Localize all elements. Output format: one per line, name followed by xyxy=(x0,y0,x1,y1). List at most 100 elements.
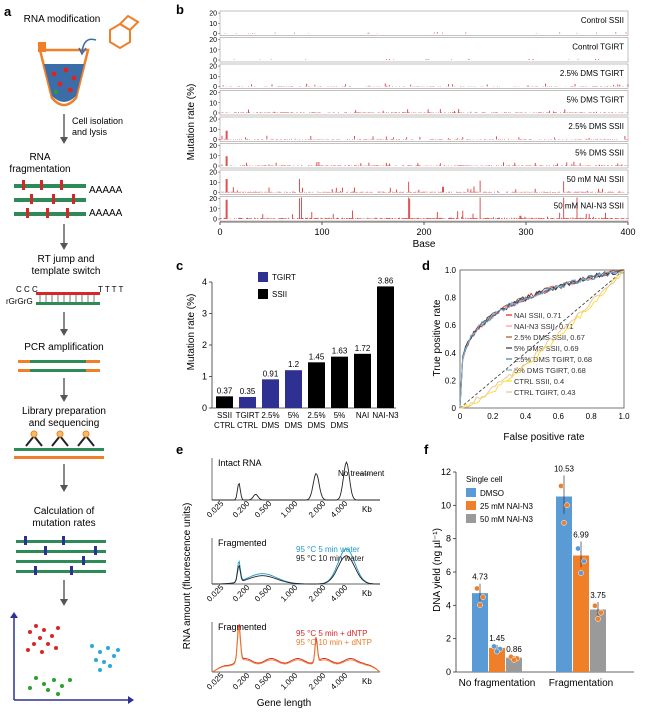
b-track: 0 10 20 5% DMS SSII xyxy=(209,143,629,171)
d-xtick-label: 1.0 xyxy=(618,412,630,421)
c-category-label: 2.5% DMS xyxy=(307,411,325,430)
c-category-line: NAI xyxy=(356,411,369,420)
c-value-label: 1.2 xyxy=(288,360,300,369)
molecule-icon xyxy=(78,14,140,56)
e-unit-label: Kb xyxy=(362,677,372,686)
d-ytick-label: 0 xyxy=(452,404,457,413)
d-ytick-label: 0.4 xyxy=(445,349,457,358)
f-replicate-dot xyxy=(578,570,584,576)
c-category-label: SSII CTRL xyxy=(214,411,235,430)
panel-label-e: e xyxy=(176,442,183,457)
c-category-label: NAI xyxy=(356,411,369,420)
b-ytick-label: 10 xyxy=(209,206,217,213)
f-bar xyxy=(590,609,606,672)
f-bar xyxy=(556,496,572,672)
f-value-label: 1.45 xyxy=(489,634,505,643)
e-xtick-label: 1.000 xyxy=(279,583,300,604)
step-7-line-2: mutation rates xyxy=(32,518,95,529)
e-trace xyxy=(212,461,380,501)
f-category-label: Fragmentation xyxy=(549,678,613,689)
f-replicate-dot xyxy=(558,483,564,489)
legend-label-50mm: 50 mM NAI-N3 xyxy=(480,515,533,524)
e-xtick-label: 0.025 xyxy=(205,499,226,520)
b-ytick-label: 0 xyxy=(213,217,217,224)
b-ytick-label: 0 xyxy=(213,164,217,171)
step-7-line-1: Calculation of xyxy=(34,506,95,517)
b-track: 0 10 20 2.5% DMS TGIRT xyxy=(209,64,629,91)
d-xtick-label: 0.2 xyxy=(487,412,499,421)
e-ylabel: RNA amount (fluorescence units) xyxy=(182,503,193,650)
c-value-label: 1.63 xyxy=(332,347,348,356)
f-ytick-label: 12 xyxy=(441,467,451,477)
f-bar-chart: 0 2 4 6 8 10 12 4.73 1.450.86 No fragmentation 10.… xyxy=(441,464,634,689)
b-mutation-bars xyxy=(224,32,627,34)
b-ytick-label: 0 xyxy=(213,31,217,38)
c-value-label: 1.72 xyxy=(355,344,371,353)
legend-swatch-50mm xyxy=(466,514,476,523)
b-ytick-label: 20 xyxy=(209,196,217,203)
e-unit-label: Kb xyxy=(362,589,372,598)
e-trace xyxy=(211,626,381,673)
c-legend: TGIRT SSII xyxy=(258,272,296,299)
c-category-line: 2.5% xyxy=(261,411,279,420)
e-xtick-label: 4.000 xyxy=(329,499,350,520)
b-track-stack: 0 10 20 Control SSII 0 10 20 Control TGIRT 0 10 20… xyxy=(209,11,629,224)
f-replicate-dot xyxy=(598,609,604,616)
b-ytick-label: 20 xyxy=(209,143,217,150)
f-ytick-label: 2 xyxy=(446,634,451,644)
step-4-line-1: RT jump and xyxy=(38,254,95,265)
c-category-line: 2.5% xyxy=(307,411,325,420)
c-ytick-label: 2 xyxy=(202,340,207,350)
e-xtick-label: 0.500 xyxy=(253,671,274,692)
c-category-label: NAI-N3 xyxy=(372,411,399,420)
b-xtick-label: 400 xyxy=(620,227,635,237)
e-trace xyxy=(212,555,380,585)
panel-label-a: a xyxy=(4,4,12,19)
flow-arrow xyxy=(60,224,68,250)
flow-arrow xyxy=(60,114,68,144)
b-xtick-label: 0 xyxy=(217,227,222,237)
b-ytick-label: 10 xyxy=(209,127,217,134)
legend-swatch-ssii xyxy=(258,289,268,299)
d-legend-label: NAI SSII, 0.71 xyxy=(514,311,562,320)
step-mutation-rates: Calculation of mutation rates xyxy=(32,506,95,529)
panel-d: d True positive rate 00 0.2 0.2 0.4 0.4 0.6 0.… xyxy=(422,258,630,443)
c-category-label: TGIRT CTRL xyxy=(236,411,260,430)
f-legend: Single cell DMSO 25 mM NAI-N3 50 mM NAI-… xyxy=(466,475,533,524)
b-track: 0 10 20 Control TGIRT xyxy=(209,37,629,65)
e-xtick-label: 0.500 xyxy=(253,499,274,520)
d-legend-label: 5% DMS TGIRT, 0.68 xyxy=(514,366,586,375)
c-category-line: CTRL xyxy=(214,421,235,430)
f-ytick-label: 8 xyxy=(446,534,451,544)
b-xtick-label: 300 xyxy=(518,227,533,237)
e-xtick-label: 1.000 xyxy=(279,499,300,520)
c-category-line: 5% xyxy=(334,411,346,420)
f-legend-title: Single cell xyxy=(466,475,503,484)
d-xlabel: False positive rate xyxy=(503,432,585,443)
f-ytick-label: 0 xyxy=(446,667,451,677)
step-pcr: PCR amplification xyxy=(24,342,103,353)
e-series-label: No treatment xyxy=(338,469,385,478)
e-xtick-label: 2.000 xyxy=(307,671,328,692)
f-bar xyxy=(573,555,589,672)
d-ytick-label: 0.6 xyxy=(445,321,457,330)
f-value-label: 6.99 xyxy=(573,531,589,540)
flow-arrow xyxy=(60,378,68,402)
d-legend-label: 5% DMS SSII, 0.69 xyxy=(514,344,579,353)
c-bar xyxy=(377,286,394,408)
b-ytick-label: 0 xyxy=(213,190,217,197)
d-ytick-label: 0.2 xyxy=(445,376,457,385)
c-ylabel: Mutation rate (%) xyxy=(186,294,197,371)
b-ytick-label: 10 xyxy=(209,21,217,28)
d-roc-curve xyxy=(459,270,625,409)
e-xtick-label: 4.000 xyxy=(329,671,350,692)
e-xtick-label: 2.000 xyxy=(307,499,328,520)
c-ytick-label: 1 xyxy=(202,372,207,382)
c-bar xyxy=(285,370,302,408)
b-ytick-label: 20 xyxy=(209,11,217,18)
e-unit-label: Kb xyxy=(362,505,372,514)
e-xtick-label: 0.200 xyxy=(231,583,252,604)
step-rna-modification: RNA modification xyxy=(24,14,101,25)
